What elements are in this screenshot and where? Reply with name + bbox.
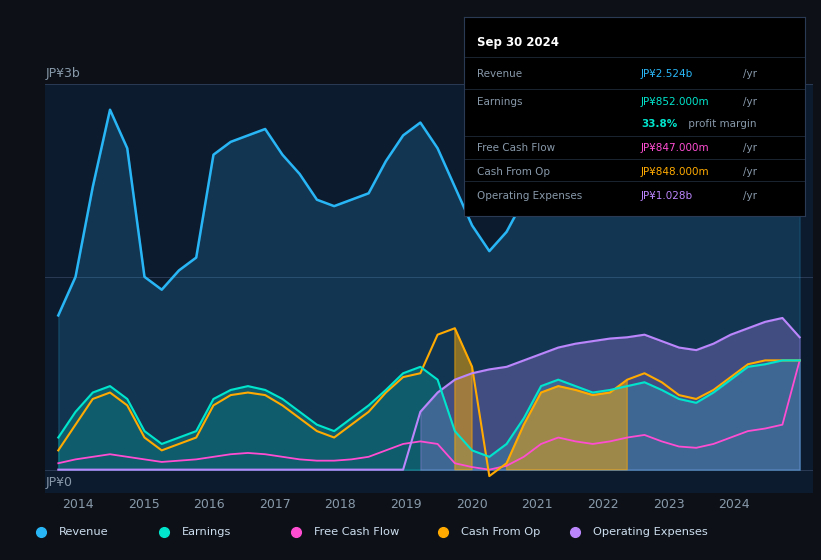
Text: JP¥3b: JP¥3b [45, 67, 80, 80]
Text: Cash From Op: Cash From Op [461, 528, 541, 537]
Text: Revenue: Revenue [478, 69, 523, 80]
Text: JP¥0: JP¥0 [45, 475, 72, 489]
Text: /yr: /yr [743, 143, 757, 153]
Text: Free Cash Flow: Free Cash Flow [314, 528, 399, 537]
Text: 33.8%: 33.8% [641, 119, 677, 129]
Text: Free Cash Flow: Free Cash Flow [478, 143, 556, 153]
Text: Earnings: Earnings [182, 528, 232, 537]
Text: Operating Expenses: Operating Expenses [478, 191, 583, 200]
Text: JP¥848.000m: JP¥848.000m [641, 167, 709, 177]
Text: /yr: /yr [743, 97, 757, 108]
Text: Cash From Op: Cash From Op [478, 167, 551, 177]
Text: JP¥852.000m: JP¥852.000m [641, 97, 709, 108]
Text: /yr: /yr [743, 167, 757, 177]
Text: Revenue: Revenue [59, 528, 108, 537]
Text: Earnings: Earnings [478, 97, 523, 108]
Text: /yr: /yr [743, 69, 757, 80]
Text: profit margin: profit margin [686, 119, 757, 129]
Text: Sep 30 2024: Sep 30 2024 [478, 36, 559, 49]
Text: JP¥2.524b: JP¥2.524b [641, 69, 693, 80]
Text: Operating Expenses: Operating Expenses [593, 528, 708, 537]
Text: /yr: /yr [743, 191, 757, 200]
Text: JP¥847.000m: JP¥847.000m [641, 143, 709, 153]
Text: JP¥1.028b: JP¥1.028b [641, 191, 693, 200]
